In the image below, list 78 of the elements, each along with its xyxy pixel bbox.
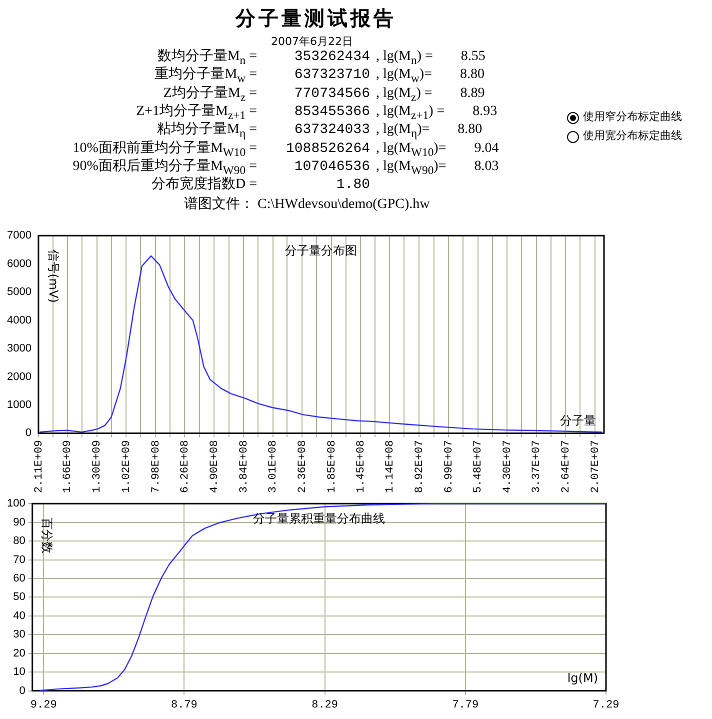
- y-tick-label: 7000: [6, 230, 32, 242]
- text: , lg(M$_{w}$)= 8.80: [376, 67, 484, 86]
- x-tick-label: 3.37E+07: [531, 440, 544, 494]
- x-tick-label: 1.85E+08: [326, 440, 338, 494]
- x-tick-label: 1.66E+09: [62, 440, 74, 494]
- text: 637323710: [294, 66, 370, 84]
- x-axis-title: 分子量: [560, 413, 596, 428]
- x-tick-label: 3.01E+08: [268, 440, 280, 494]
- x-tick-label: 9.29: [30, 699, 57, 712]
- text: 2007年6月22日: [271, 35, 353, 48]
- text: 谱图文件： C:\HWdevsou\demo(GPC).hw: [184, 196, 430, 214]
- text: 分布宽度指数D =: [151, 176, 257, 194]
- y-tick-label: 20: [13, 647, 26, 660]
- text: 107046536: [294, 158, 370, 176]
- x-tick-label: 2.36E+08: [296, 440, 309, 494]
- x-tick-label: 6.99E+07: [443, 440, 456, 494]
- text: 1088526264: [286, 140, 370, 158]
- y-axis-title: 百分数: [40, 518, 54, 554]
- y-tick-label: 40: [13, 610, 26, 622]
- y-tick-label: 50: [13, 591, 26, 604]
- text: 粘均分子量M$_{η}$ =: [157, 122, 257, 140]
- text: 使用宽分布标定曲线: [583, 128, 682, 144]
- y-tick-label: 0: [19, 684, 26, 697]
- x-tick-label: 6.26E+08: [180, 440, 192, 494]
- y-tick-label: 2000: [6, 370, 32, 383]
- y-tick-label: 10: [13, 666, 26, 678]
- y-tick-label: 60: [13, 572, 26, 585]
- x-tick-label: 2.64E+07: [560, 440, 573, 494]
- x-tick-label: 1.14E+08: [384, 440, 397, 494]
- text: 分子量测试报告: [234, 6, 398, 30]
- text: , lg(M$_{z}$) = 8.89: [376, 86, 485, 104]
- text: 637324033: [294, 121, 370, 140]
- x-tick-label: 8.79: [171, 699, 198, 712]
- text: 770734566: [294, 84, 370, 103]
- y-tick-label: 0: [25, 427, 32, 440]
- y-tick-label: 5000: [6, 286, 32, 298]
- x-tick-label: 8.29: [312, 699, 338, 712]
- x-tick-label: 7.29: [592, 699, 620, 712]
- x-tick-label: 5.48E+07: [472, 440, 485, 494]
- x-tick-label: 1.02E+09: [120, 440, 133, 494]
- text: , lg(M$_{W90}$)= 8.03: [376, 158, 499, 177]
- y-tick-label: 1000: [6, 398, 32, 411]
- x-tick-label: 1.30E+09: [92, 440, 104, 494]
- text: 1.80: [336, 176, 370, 194]
- x-tick-label: 7.98E+08: [150, 440, 162, 494]
- y-tick-label: 80: [13, 535, 26, 548]
- x-tick-label: 8.92E+07: [414, 440, 426, 494]
- y-tick-label: 90: [13, 516, 26, 528]
- x-tick-label: 4.30E+07: [502, 440, 514, 494]
- text: 分子量累积重量分布曲线: [253, 512, 386, 526]
- y-axis-title: 信号(mV): [46, 250, 60, 303]
- y-tick-label: 30: [13, 628, 26, 641]
- x-tick-label: 7.79: [452, 699, 479, 712]
- text: 数均分子量M$_{n}$ =: [157, 49, 257, 67]
- text: Z均分子量M$_{z}$ =: [163, 86, 257, 104]
- y-tick-label: 70: [13, 554, 26, 566]
- x-tick-label: 1.45E+08: [356, 440, 368, 494]
- y-tick-label: 4000: [6, 314, 32, 326]
- y-tick-label: 3000: [6, 342, 32, 355]
- x-tick-label: 2.11E+09: [33, 440, 46, 494]
- text: , lg(M$_{W10}$)= 9.04: [376, 140, 499, 158]
- text: 使用窄分布标定曲线: [583, 109, 682, 125]
- text: Z+1均分子量M$_{z+1}$ =: [136, 104, 257, 122]
- text: 353262434: [294, 48, 370, 66]
- text: 853455366: [294, 102, 370, 121]
- text: 重均分子量M$_{w}$ =: [154, 67, 257, 86]
- y-tick-label: 100: [6, 498, 26, 510]
- text: , lg(M$_{z+1}$) = 8.93: [376, 104, 498, 122]
- text: 10%面积前重均分子量M$_{W10}$ =: [72, 140, 257, 158]
- text: , lg(M$_{n}$) = 8.55: [376, 49, 486, 67]
- x-tick-label: 4.90E+08: [209, 440, 222, 494]
- x-axis-title: lg(M): [567, 670, 598, 685]
- y-tick-label: 6000: [6, 258, 32, 270]
- text: 分子量分布图: [285, 244, 358, 258]
- text: 90%面积后重均分子量M$_{W90}$ =: [72, 158, 257, 177]
- x-tick-label: 2.07E+07: [590, 440, 602, 494]
- text: , lg(M$_{η}$)= 8.80: [376, 122, 482, 140]
- x-tick-label: 3.84E+08: [238, 440, 250, 494]
